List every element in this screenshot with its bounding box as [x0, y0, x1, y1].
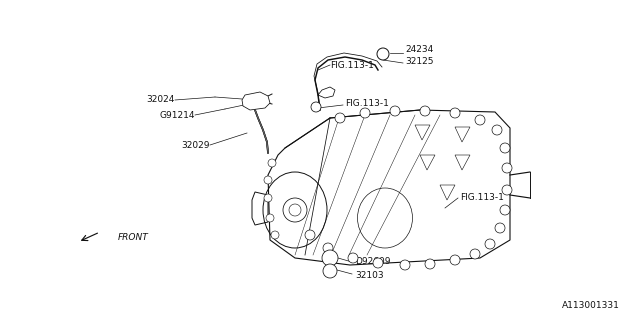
- Circle shape: [311, 102, 321, 112]
- Circle shape: [500, 143, 510, 153]
- Circle shape: [322, 250, 338, 266]
- Circle shape: [266, 214, 274, 222]
- Text: 32125: 32125: [405, 58, 433, 67]
- Circle shape: [348, 253, 358, 263]
- Circle shape: [400, 260, 410, 270]
- Circle shape: [323, 243, 333, 253]
- Text: FIG.113-1: FIG.113-1: [330, 60, 374, 69]
- Polygon shape: [242, 92, 270, 110]
- Circle shape: [305, 230, 315, 240]
- Circle shape: [420, 106, 430, 116]
- Circle shape: [502, 163, 512, 173]
- Text: FIG.113-1: FIG.113-1: [345, 100, 389, 108]
- Text: 32029: 32029: [182, 140, 210, 149]
- Circle shape: [425, 259, 435, 269]
- Circle shape: [500, 205, 510, 215]
- Text: FIG.113-1: FIG.113-1: [460, 193, 504, 202]
- Circle shape: [271, 231, 279, 239]
- Circle shape: [373, 258, 383, 268]
- Circle shape: [492, 125, 502, 135]
- Circle shape: [377, 48, 389, 60]
- Circle shape: [390, 106, 400, 116]
- Text: FRONT: FRONT: [118, 234, 148, 243]
- Circle shape: [475, 115, 485, 125]
- Circle shape: [485, 239, 495, 249]
- Circle shape: [450, 108, 460, 118]
- Text: 32103: 32103: [355, 270, 383, 279]
- Circle shape: [450, 255, 460, 265]
- Text: 24234: 24234: [405, 45, 433, 54]
- Circle shape: [268, 159, 276, 167]
- Circle shape: [360, 108, 370, 118]
- Circle shape: [495, 223, 505, 233]
- Circle shape: [335, 113, 345, 123]
- Text: G91214: G91214: [159, 110, 195, 119]
- Text: 32024: 32024: [147, 95, 175, 105]
- Text: A113001331: A113001331: [562, 301, 620, 310]
- Circle shape: [264, 176, 272, 184]
- Circle shape: [289, 204, 301, 216]
- Circle shape: [470, 249, 480, 259]
- Circle shape: [502, 185, 512, 195]
- Circle shape: [283, 198, 307, 222]
- Circle shape: [264, 194, 272, 202]
- Text: D92609: D92609: [355, 257, 390, 266]
- Circle shape: [323, 264, 337, 278]
